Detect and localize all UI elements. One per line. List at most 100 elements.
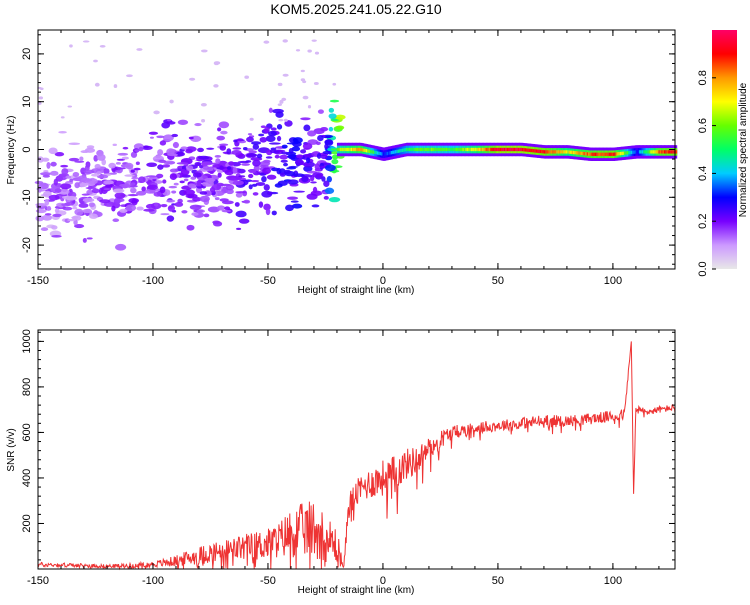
spectrogram-cell	[281, 144, 288, 149]
spectrogram-cell	[221, 209, 232, 213]
spectrogram-cell	[235, 191, 247, 194]
spectrogram-cell	[51, 235, 62, 238]
spectrogram-cell	[488, 147, 491, 152]
spectrogram-cell	[445, 147, 449, 152]
spectrogram-cell	[343, 147, 347, 152]
spectrogram-cell	[600, 152, 603, 156]
spectrogram-cell	[314, 163, 320, 170]
spectrogram-cell	[242, 147, 248, 151]
spectrogram-cell	[634, 150, 638, 154]
spectrogram-cell	[332, 82, 337, 86]
spectrogram-cell	[38, 96, 44, 100]
spectrogram-cell	[429, 147, 432, 152]
spectrogram-cell	[636, 150, 639, 154]
spectrogram-cell	[669, 150, 672, 154]
spectrogram-cell	[419, 147, 422, 152]
spectrogram-cell	[415, 147, 418, 152]
spectrogram-cell	[67, 218, 77, 222]
spectrogram-cell	[43, 170, 49, 173]
spectrogram-cell	[287, 179, 299, 185]
spectrogram-cell	[312, 172, 324, 178]
spectrogram-cell	[341, 147, 344, 152]
colorbar-tick-label: 0.8	[697, 70, 709, 85]
spectrogram-cell	[430, 147, 433, 152]
spectrogram-cell	[662, 150, 665, 154]
spectrogram-cell	[237, 138, 244, 142]
spectrogram-cell	[596, 152, 599, 156]
spectrogram-cell	[175, 151, 185, 157]
spectrogram-xtick-label: 50	[492, 275, 504, 287]
spectrogram-cell	[202, 181, 214, 187]
spectrogram-cell	[188, 136, 194, 140]
spectrogram-cell	[268, 142, 281, 145]
spectrogram-cell	[115, 170, 120, 173]
spectrogram-cell	[583, 151, 587, 156]
spectrogram-cell	[443, 147, 446, 152]
spectrogram-cell	[666, 150, 669, 154]
spectrogram-cell	[196, 209, 205, 213]
spectrogram-cell	[82, 237, 87, 243]
spectrogram-cell	[614, 152, 617, 156]
spectrogram-cell	[199, 191, 208, 195]
spectrogram-cell	[162, 179, 167, 184]
spectrogram-cell	[54, 208, 60, 213]
spectrogram-cell	[277, 103, 282, 106]
spectrogram-cell	[156, 135, 165, 139]
spectrogram-cell	[320, 154, 328, 160]
spectrogram-cell	[41, 157, 50, 162]
spectrogram-cell	[601, 152, 605, 156]
spectrogram-cell	[255, 182, 266, 186]
spectrogram-cell	[324, 139, 334, 146]
spectrogram-cell	[159, 186, 166, 194]
spectrogram-cell	[183, 178, 189, 182]
spectrogram-cell	[231, 150, 242, 156]
spectrogram-cell	[213, 61, 220, 66]
spectrogram-cell	[213, 84, 219, 88]
spectrogram-cell	[313, 82, 319, 85]
spectrogram-cell	[103, 180, 114, 185]
spectrogram-cell	[206, 147, 215, 150]
spectrogram-cell	[114, 243, 127, 251]
spectrogram-cell	[232, 167, 238, 174]
spectrogram-cell	[523, 148, 526, 152]
spectrogram-cell	[577, 151, 580, 155]
spectrogram-cell	[192, 172, 202, 178]
spectrogram-cell	[115, 162, 121, 165]
spectrogram-cell	[265, 208, 271, 216]
spectrogram-cell	[93, 59, 98, 63]
spectrogram-cell	[271, 108, 284, 114]
spectrogram-cell	[670, 150, 674, 154]
spectrogram-cell	[192, 196, 202, 202]
spectrogram-cell	[328, 126, 334, 132]
spectrogram-cell	[545, 150, 548, 154]
spectrogram-cell	[96, 174, 109, 179]
spectrogram-cell	[220, 130, 228, 135]
spectrogram-cell	[296, 154, 304, 159]
spectrogram-cell	[179, 180, 185, 184]
spectrogram-cell	[335, 125, 345, 130]
spectrogram-cell	[450, 147, 453, 152]
spectrogram-cell	[589, 152, 592, 156]
spectrogram-cell	[514, 147, 518, 152]
spectrogram-cell	[147, 177, 154, 180]
spectrogram-cell	[579, 151, 582, 155]
spectrogram-cell	[665, 150, 668, 154]
spectrogram-cell	[79, 156, 84, 162]
spectrogram-cell	[328, 113, 337, 120]
spectrogram-cell	[266, 174, 277, 180]
spectrogram-cell	[307, 130, 317, 137]
spectrogram-cell	[207, 206, 220, 213]
spectrogram-cell	[258, 133, 265, 137]
spectrogram-cell	[131, 176, 139, 180]
spectrogram-cell	[121, 156, 129, 160]
spectrogram-cell	[173, 182, 179, 186]
spectrogram-cell	[252, 192, 259, 196]
spectrogram-cell	[501, 147, 504, 152]
spectrogram-cell	[629, 150, 632, 155]
spectrogram-cell	[559, 150, 562, 154]
colorbar-tick-label: 0.6	[697, 118, 709, 133]
spectrogram-cell	[532, 149, 536, 153]
spectrogram-cell	[572, 150, 576, 155]
spectrogram-cell	[647, 150, 650, 154]
